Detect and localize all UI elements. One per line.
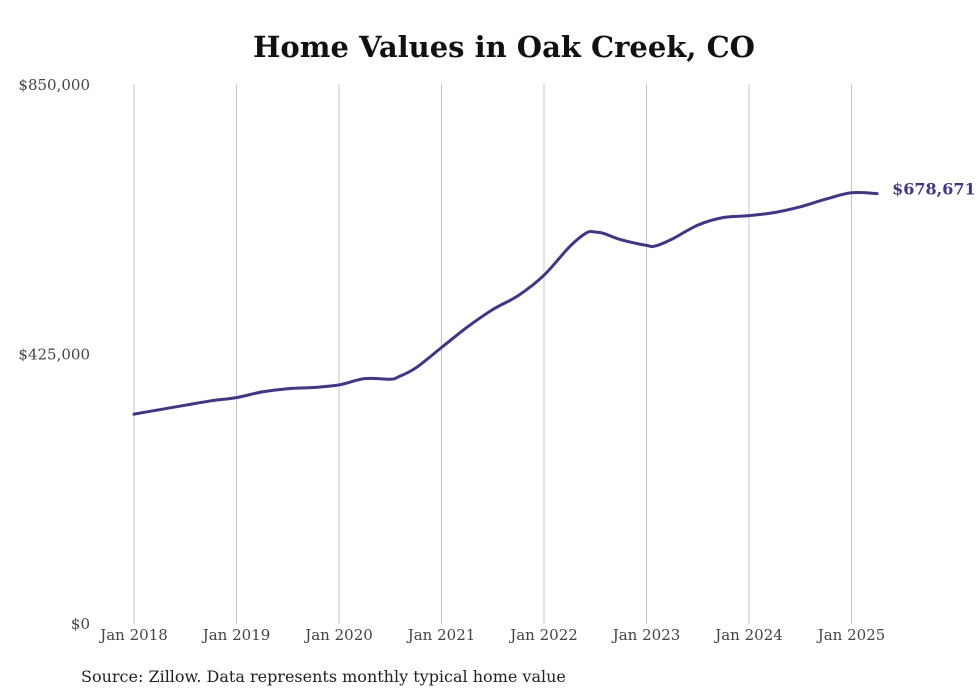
x-tick-label: Jan 2018 — [98, 626, 168, 644]
x-tick-label: Jan 2025 — [816, 626, 886, 644]
x-tick-label: Jan 2020 — [303, 626, 373, 644]
x-tick-label: Jan 2024 — [713, 626, 783, 644]
source-note: Source: Zillow. Data represents monthly … — [81, 667, 566, 686]
y-tick-label: $850,000 — [18, 76, 90, 94]
y-tick-label: $0 — [71, 615, 90, 633]
y-axis-ticks: $0 $425,000 $850,000 — [18, 76, 90, 633]
grid-lines — [133, 84, 852, 624]
x-axis-ticks: Jan 2018 Jan 2019 Jan 2020 Jan 2021 Jan 2022… — [98, 626, 885, 644]
y-tick-label: $425,000 — [18, 346, 90, 364]
end-value-label: $678,671 — [892, 180, 976, 199]
x-tick-label: Jan 2019 — [201, 626, 271, 644]
x-tick-label: Jan 2021 — [406, 626, 476, 644]
chart-title: Home Values in Oak Creek, CO — [253, 30, 755, 64]
series-line — [132, 191, 879, 416]
x-tick-label: Jan 2022 — [508, 626, 578, 644]
x-tick-label: Jan 2023 — [611, 626, 681, 644]
series-layer — [132, 191, 879, 416]
